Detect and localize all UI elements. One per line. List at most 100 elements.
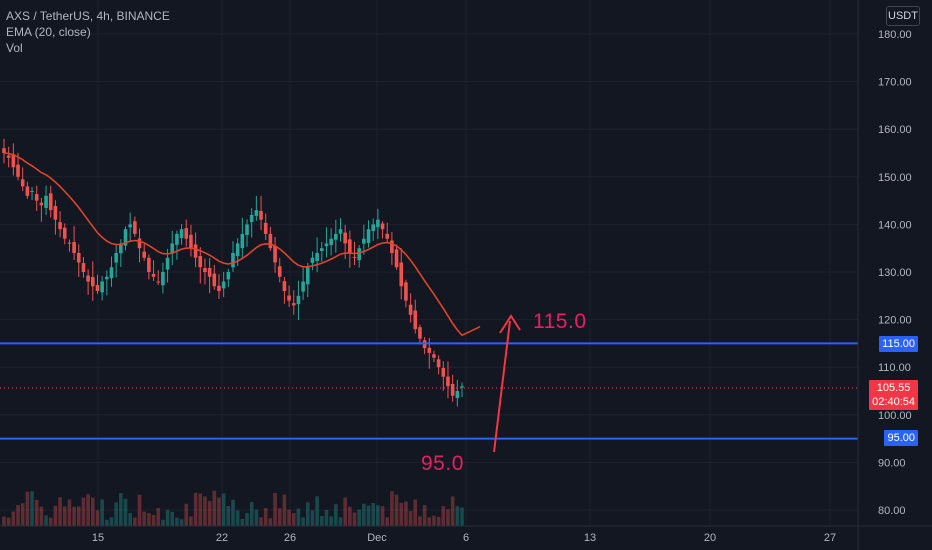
volume-bar xyxy=(450,496,455,526)
candle-body xyxy=(217,285,221,292)
candle-body xyxy=(207,268,212,277)
price-tick-label: 130.00 xyxy=(878,267,912,279)
volume-bar xyxy=(385,517,390,526)
volume-bar xyxy=(179,519,184,526)
price-axis[interactable]: 180.00 170.00 160.00 150.00 140.00 130.00 120.… xyxy=(878,29,912,517)
volume-bar xyxy=(263,507,268,526)
candle-body xyxy=(268,233,273,249)
volume-bar xyxy=(221,493,226,526)
horizontal-levels xyxy=(0,342,858,440)
candle-body xyxy=(67,242,72,244)
price-tick-label: 80.00 xyxy=(878,505,906,517)
volume-bar xyxy=(20,503,25,526)
volume-bar xyxy=(324,509,329,526)
candle-body xyxy=(305,267,310,285)
volume-bar xyxy=(245,513,249,526)
volume-bar xyxy=(58,497,62,526)
candle-body xyxy=(291,303,296,306)
volume-bar xyxy=(371,502,376,526)
volume-bar xyxy=(81,497,86,526)
lower-target-label[interactable]: 95.0 xyxy=(421,452,464,475)
candle-body xyxy=(450,383,455,396)
volume-bar xyxy=(2,516,6,526)
candle-body xyxy=(39,202,44,206)
volume-bar xyxy=(119,493,123,526)
time-tick-label: 22 xyxy=(216,532,228,544)
volume-bar xyxy=(427,517,432,526)
volume-bar xyxy=(376,505,380,526)
time-axis[interactable]: 15 22 26 Dec 6 13 20 27 xyxy=(92,532,836,544)
bar-countdown: 02:40:54 xyxy=(872,396,915,408)
ema-indicator-label[interactable]: EMA (20, close) xyxy=(6,25,91,39)
last-price-tag: 105.55 02:40:54 xyxy=(869,380,918,410)
candle-body xyxy=(408,304,413,315)
candle-body xyxy=(273,245,277,263)
volume-bar xyxy=(362,503,366,526)
volume-bar xyxy=(100,499,104,526)
volume-bar xyxy=(34,499,39,526)
candle-body xyxy=(231,252,235,268)
candle-body xyxy=(371,224,376,231)
candle-body xyxy=(95,284,100,292)
candle-body xyxy=(235,243,240,257)
volume-bar xyxy=(282,494,287,526)
volume-bar xyxy=(48,517,53,526)
price-tick-label: 120.00 xyxy=(878,315,912,327)
volume-bar xyxy=(86,494,90,526)
volume-bar xyxy=(156,507,161,526)
volume-bar xyxy=(184,503,189,526)
candle-body xyxy=(76,253,81,263)
candle-body xyxy=(221,281,226,289)
volume-bar xyxy=(348,506,352,526)
candle-body xyxy=(170,243,175,254)
currency-selector[interactable]: USDT xyxy=(886,6,920,26)
volume-indicator-label[interactable]: Vol xyxy=(6,41,23,55)
candle-body xyxy=(390,240,394,253)
candle-body xyxy=(128,224,132,228)
candle-body xyxy=(282,281,287,292)
time-tick-label: 20 xyxy=(704,532,716,544)
candle-body xyxy=(109,267,114,279)
volume-bar xyxy=(380,506,385,526)
volume-bar xyxy=(319,516,324,526)
candle-body xyxy=(259,210,263,220)
volume-bar xyxy=(109,517,114,526)
volume-bar xyxy=(6,517,11,526)
volume-bar xyxy=(193,492,198,526)
time-tick-label: 15 xyxy=(92,532,104,544)
candle-body xyxy=(329,238,333,246)
candle-body xyxy=(161,272,165,286)
candle-body xyxy=(277,266,282,277)
volume-bar xyxy=(67,499,72,526)
volume-bar xyxy=(460,507,464,526)
candle-body xyxy=(62,227,67,239)
volume-bar xyxy=(165,509,170,526)
candle-body xyxy=(34,194,39,201)
candle-body xyxy=(249,214,254,223)
candle-body xyxy=(394,249,399,268)
volume-bar xyxy=(334,504,338,526)
volume-bar xyxy=(203,496,207,526)
volume-bar xyxy=(231,499,235,526)
candle-body xyxy=(427,347,432,353)
candle-body xyxy=(151,273,156,277)
symbol-title[interactable]: AXS / TetherUS, 4h, BINANCE xyxy=(6,9,170,23)
arrow-annotation[interactable] xyxy=(493,314,521,453)
volume-bar xyxy=(291,513,296,526)
candle-body xyxy=(455,391,460,399)
volume-bar xyxy=(62,506,67,526)
candle-body xyxy=(343,232,347,244)
candle-body xyxy=(198,256,203,268)
candle-body xyxy=(362,238,366,244)
candle-body xyxy=(357,248,361,261)
volume-bar xyxy=(399,502,404,526)
volume-bar xyxy=(446,509,450,526)
candle-body xyxy=(385,233,390,239)
candle-body xyxy=(432,354,436,358)
candle-body xyxy=(48,193,53,211)
candle-body xyxy=(133,221,137,234)
upper-target-label[interactable]: 115.0 xyxy=(533,310,587,333)
volume-bar xyxy=(11,511,16,526)
candle-body xyxy=(175,233,179,245)
